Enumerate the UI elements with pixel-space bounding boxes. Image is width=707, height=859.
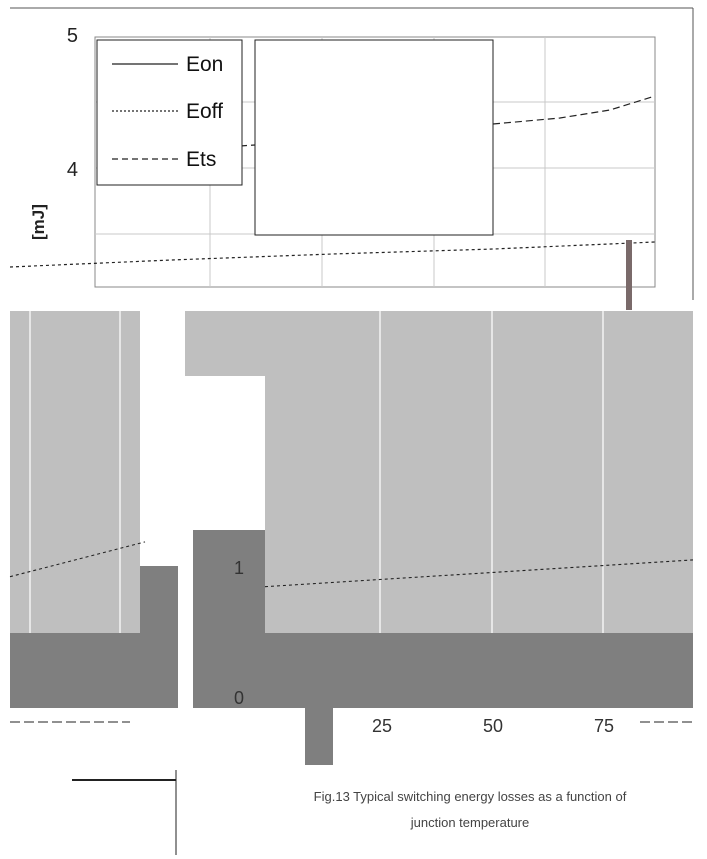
y-tick-label-0: 0 xyxy=(234,688,244,708)
legend-label-eon: Eon xyxy=(186,53,223,76)
figure-caption-line-2: junction temperature xyxy=(410,815,530,830)
connector-strip xyxy=(626,240,632,310)
x-tick-label-25: 25 xyxy=(372,716,392,736)
series-line-eoff-left xyxy=(9,541,146,578)
white-strip-left xyxy=(140,311,185,566)
blank-overlay-box xyxy=(254,39,494,236)
dark-block-mid xyxy=(193,530,265,708)
y-axis-label: [mJ] xyxy=(29,204,48,240)
x-tick-label-75: 75 xyxy=(594,716,614,736)
y-tick-label-4: 4 xyxy=(67,159,78,181)
legend-label-ets: Ets xyxy=(186,148,216,171)
figure-caption-line-1: Fig.13 Typical switching energy losses a… xyxy=(313,789,627,804)
dark-band-left xyxy=(10,633,140,708)
legend-label-eoff: Eoff xyxy=(186,100,223,123)
dark-stub-bottom xyxy=(305,708,333,765)
x-tick-label-50: 50 xyxy=(483,716,503,736)
y-tick-label-1: 1 xyxy=(234,558,244,578)
y-tick-label-5: 5 xyxy=(67,25,78,47)
grey-panel-mid-top xyxy=(185,311,265,376)
dark-block-left xyxy=(140,566,178,708)
dark-band-right xyxy=(265,633,693,708)
